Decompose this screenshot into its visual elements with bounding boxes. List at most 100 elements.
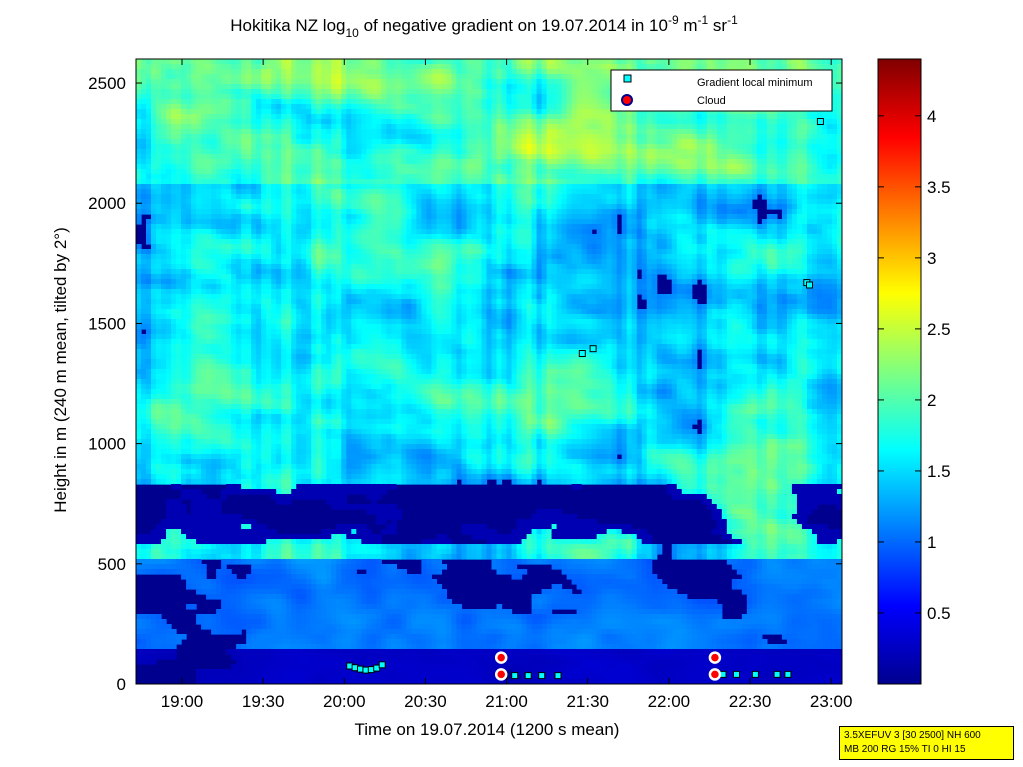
heatmap-cell xyxy=(176,169,182,175)
heatmap-cell xyxy=(221,544,227,550)
heatmap-cell xyxy=(261,124,267,130)
heatmap-cell xyxy=(221,354,227,360)
heatmap-cell xyxy=(156,59,162,65)
heatmap-cell xyxy=(166,289,172,295)
heatmap-cell xyxy=(291,189,297,195)
heatmap-cell xyxy=(266,64,272,70)
heatmap-cell xyxy=(171,79,177,85)
heatmap-cell xyxy=(136,364,142,370)
heatmap-cell xyxy=(196,569,202,575)
heatmap-cell xyxy=(336,409,342,415)
heatmap-cell xyxy=(346,619,352,625)
heatmap-cell xyxy=(351,199,357,205)
heatmap-cell xyxy=(161,539,167,545)
heatmap-cell xyxy=(261,334,267,340)
heatmap-cell xyxy=(306,149,312,155)
heatmap-cell xyxy=(246,344,252,350)
heatmap-cell xyxy=(236,379,242,385)
heatmap-cell xyxy=(281,69,287,75)
heatmap-cell xyxy=(146,174,152,180)
heatmap-cell xyxy=(171,164,177,170)
heatmap-cell xyxy=(281,339,287,345)
heatmap-cell xyxy=(321,204,327,210)
heatmap-cell xyxy=(231,144,237,150)
heatmap-cell xyxy=(211,614,217,620)
heatmap-cell xyxy=(186,544,192,550)
heatmap-cell xyxy=(261,289,267,295)
heatmap-cell xyxy=(191,229,197,235)
heatmap-cell xyxy=(196,404,202,410)
heatmap-cell xyxy=(276,574,282,580)
heatmap-cell xyxy=(301,479,307,485)
heatmap-cell xyxy=(261,614,267,620)
heatmap-cell xyxy=(331,529,337,535)
heatmap-cell xyxy=(271,394,277,400)
heatmap-cell xyxy=(256,74,262,80)
heatmap-cell xyxy=(291,484,297,490)
heatmap-cell xyxy=(331,449,337,455)
heatmap-cell xyxy=(291,539,297,545)
heatmap-cell xyxy=(296,169,302,175)
heatmap-cell xyxy=(236,479,242,485)
heatmap-cell xyxy=(226,294,232,300)
heatmap-cell xyxy=(296,564,302,570)
heatmap-cell xyxy=(261,619,267,625)
heatmap-cell xyxy=(266,269,272,275)
heatmap-cell xyxy=(221,419,227,425)
heatmap-cell xyxy=(146,184,152,190)
heatmap-cell xyxy=(276,214,282,220)
heatmap-cell xyxy=(326,589,332,595)
heatmap-cell xyxy=(331,499,337,505)
heatmap-cell xyxy=(151,384,157,390)
heatmap-cell xyxy=(301,284,307,290)
heatmap-cell xyxy=(336,449,342,455)
heatmap-cell xyxy=(211,579,217,585)
heatmap-cell xyxy=(256,374,262,380)
heatmap-cell xyxy=(211,444,217,450)
heatmap-cell xyxy=(261,159,267,165)
heatmap-cell xyxy=(256,334,262,340)
heatmap-cell xyxy=(281,429,287,435)
heatmap-cell xyxy=(281,264,287,270)
heatmap-cell xyxy=(351,179,357,185)
heatmap-cell xyxy=(271,144,277,150)
heatmap-cell xyxy=(161,449,167,455)
heatmap-cell xyxy=(151,314,157,320)
heatmap-cell xyxy=(341,144,347,150)
heatmap-cell xyxy=(336,384,342,390)
heatmap-cell xyxy=(336,534,342,540)
heatmap-cell xyxy=(316,639,322,645)
heatmap-cell xyxy=(271,484,277,490)
heatmap-cell xyxy=(216,254,222,260)
heatmap-cell xyxy=(271,454,277,460)
heatmap-cell xyxy=(171,169,177,175)
heatmap-cell xyxy=(156,214,162,220)
heatmap-cell xyxy=(341,214,347,220)
heatmap-cell xyxy=(241,189,247,195)
heatmap-cell xyxy=(226,514,232,520)
heatmap-cell xyxy=(276,679,282,684)
heatmap-cell xyxy=(346,359,352,365)
heatmap-cell xyxy=(281,114,287,120)
heatmap-cell xyxy=(336,324,342,330)
heatmap-cell xyxy=(271,644,277,650)
heatmap-cell xyxy=(181,129,187,135)
heatmap-cell xyxy=(206,444,212,450)
heatmap-cell xyxy=(311,599,317,605)
heatmap-cell xyxy=(286,94,292,100)
heatmap-cell xyxy=(181,74,187,80)
heatmap-cell xyxy=(151,144,157,150)
heatmap-cell xyxy=(241,429,247,435)
heatmap-cell xyxy=(296,539,302,545)
heatmap-cell xyxy=(271,339,277,345)
heatmap-cell xyxy=(136,129,142,135)
heatmap-cell xyxy=(271,569,277,575)
heatmap-cell xyxy=(286,199,292,205)
heatmap-cell xyxy=(316,119,322,125)
heatmap-cell xyxy=(221,129,227,135)
heatmap-cell xyxy=(166,559,172,565)
heatmap-cell xyxy=(186,439,192,445)
heatmap-cell xyxy=(291,654,297,660)
heatmap-cell xyxy=(156,359,162,365)
heatmap-cell xyxy=(226,519,232,525)
